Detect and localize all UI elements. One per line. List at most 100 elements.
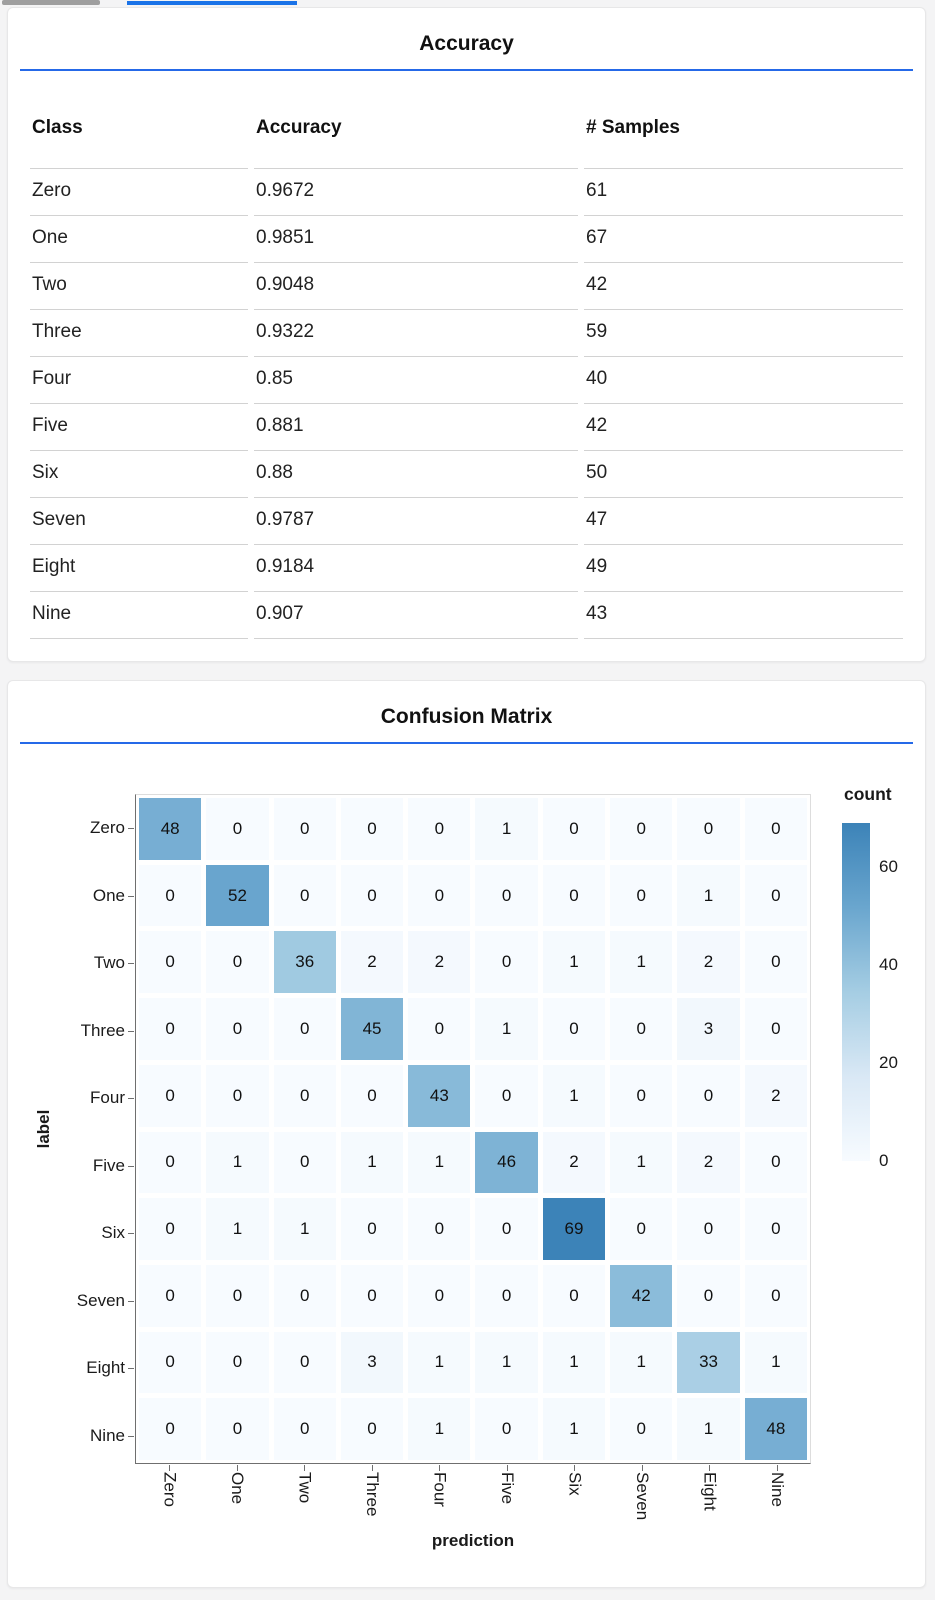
- heatmap-cell: 0: [475, 931, 538, 994]
- table-cell: 50: [584, 450, 903, 497]
- heatmap-cell: 1: [206, 1198, 269, 1260]
- heatmap-cell: 1: [542, 931, 606, 994]
- heatmap-cell: 0: [610, 864, 673, 927]
- heatmap-cell: 0: [542, 798, 606, 860]
- heatmap-cell: 0: [475, 1198, 538, 1260]
- table-cell: 0.88: [254, 450, 578, 497]
- heatmap-cell: 0: [273, 1264, 336, 1327]
- legend-tick-label: 0: [879, 1151, 889, 1170]
- y-axis-tick: [128, 1233, 134, 1235]
- table-row: Seven 0.9787 47: [30, 497, 903, 544]
- tab-indicator-active[interactable]: [127, 1, 297, 5]
- heatmap-cell: 2: [744, 1064, 807, 1127]
- y-axis-tick: [128, 963, 134, 965]
- table-cell: 47: [584, 497, 903, 544]
- y-axis-label: Three: [80, 1020, 125, 1040]
- table-cell: Two: [30, 262, 248, 309]
- table-cell: 49: [584, 544, 903, 591]
- table-cell: Zero: [30, 168, 248, 215]
- heatmap-cell: 0: [475, 1398, 538, 1460]
- x-axis-label: Three: [362, 1472, 382, 1517]
- heatmap-cell: 0: [139, 1198, 202, 1260]
- heatmap-cell: 0: [542, 864, 606, 927]
- x-axis-tick: [776, 1465, 778, 1471]
- heatmap-cell: 0: [206, 798, 269, 860]
- heatmap-cell: 1: [408, 1398, 471, 1460]
- x-axis-tick: [709, 1465, 711, 1471]
- heatmap-cell: 48: [744, 1398, 807, 1460]
- heatmap-cell: 0: [340, 1264, 404, 1327]
- y-axis-label: Five: [92, 1155, 125, 1175]
- x-axis-label: Two: [295, 1472, 315, 1504]
- heatmap-cell: 0: [139, 864, 202, 927]
- y-axis-tick: [128, 1030, 134, 1032]
- heatmap-cell: 0: [677, 1064, 740, 1127]
- y-axis-label: Six: [101, 1223, 125, 1243]
- x-axis-label: Nine: [767, 1472, 787, 1507]
- x-axis-label: Six: [565, 1472, 585, 1496]
- accuracy-title-divider: [20, 69, 913, 71]
- table-cell: Nine: [30, 591, 248, 639]
- table-cell: 0.907: [254, 591, 578, 639]
- table-cell: One: [30, 215, 248, 262]
- column-header: # Samples: [586, 117, 680, 138]
- y-axis-tick: [128, 828, 134, 830]
- heatmap-cell: 0: [610, 1198, 673, 1260]
- x-axis-tick: [236, 1465, 238, 1471]
- heatmap-cell: 0: [677, 798, 740, 860]
- heatmap-cell: 1: [542, 1331, 606, 1394]
- heatmap-cell: 0: [610, 998, 673, 1060]
- heatmap-cell: 0: [610, 798, 673, 860]
- heatmap-cell: 1: [744, 1331, 807, 1394]
- table-cell: 40: [584, 356, 903, 403]
- legend-tick-label: 40: [879, 955, 898, 975]
- heatmap-cell: 1: [610, 1131, 673, 1194]
- heatmap-cell: 0: [610, 1398, 673, 1460]
- heatmap-cell: 0: [610, 1064, 673, 1127]
- table-cell: 0.881: [254, 403, 578, 450]
- confusion-chart: label 48 0 0 0 0 1 0 0 0 0 0 52 0 0 0 0 0 0 1 0 0 0 36 2 2 0 1 1 2 0 0…: [8, 681, 925, 1587]
- heatmap-cell: 0: [206, 931, 269, 994]
- heatmap-cell: 0: [744, 864, 807, 927]
- table-cell: 0.85: [254, 356, 578, 403]
- y-axis-label: One: [92, 885, 125, 905]
- heatmap-cell: 45: [340, 998, 404, 1060]
- confusion-title-divider: [20, 742, 913, 744]
- heatmap-cell: 43: [408, 1064, 471, 1127]
- heatmap-cell: 0: [744, 798, 807, 860]
- legend-title: count: [844, 784, 892, 804]
- column-header: Accuracy: [256, 117, 342, 138]
- y-axis-tick: [128, 1098, 134, 1100]
- legend-tick-label: 20: [879, 1053, 898, 1073]
- heatmap-cell: 0: [206, 1064, 269, 1127]
- heatmap-cell: 1: [542, 1398, 606, 1460]
- table-row: Eight 0.9184 49: [30, 544, 903, 591]
- heatmap-cell: 0: [206, 1331, 269, 1394]
- x-axis-label: Eight: [700, 1472, 720, 1511]
- heatmap-cell: 0: [340, 1398, 404, 1460]
- x-axis-tick: [169, 1465, 171, 1471]
- heatmap-cell: 48: [139, 798, 202, 860]
- y-axis-label: Zero: [90, 818, 125, 838]
- accuracy-table-body: Zero 0.9672 61 One 0.9851 67 Two 0.9048 42 Three 0…: [30, 168, 903, 639]
- y-axis-label: Seven: [76, 1290, 125, 1310]
- heatmap-cell: 3: [677, 998, 740, 1060]
- legend-tick-label: 60: [879, 857, 898, 877]
- heatmap-cell: 0: [475, 1064, 538, 1127]
- tab-indicator-inactive[interactable]: [2, 0, 100, 5]
- table-row: Three 0.9322 59: [30, 309, 903, 356]
- table-cell: 43: [584, 591, 903, 639]
- x-axis-tick: [439, 1465, 441, 1471]
- x-axis-label: One: [227, 1472, 247, 1505]
- heatmap-cell: 1: [206, 1131, 269, 1194]
- x-axis-tick: [371, 1465, 373, 1471]
- table-cell: Five: [30, 403, 248, 450]
- heatmap-cell: 0: [408, 998, 471, 1060]
- heatmap-cell: 1: [475, 798, 538, 860]
- table-cell: 0.9322: [254, 309, 578, 356]
- table-row: Nine 0.907 43: [30, 591, 903, 639]
- table-cell: 42: [584, 262, 903, 309]
- heatmap-grid: 48 0 0 0 0 1 0 0 0 0 0 52 0 0 0 0 0 0 1 0 0 0 36 2 2 0 1 1 2 0 0 0 0 45 0 1…: [135, 794, 811, 1464]
- y-axis-tick: [128, 1300, 134, 1302]
- heatmap-cell: 1: [610, 1331, 673, 1394]
